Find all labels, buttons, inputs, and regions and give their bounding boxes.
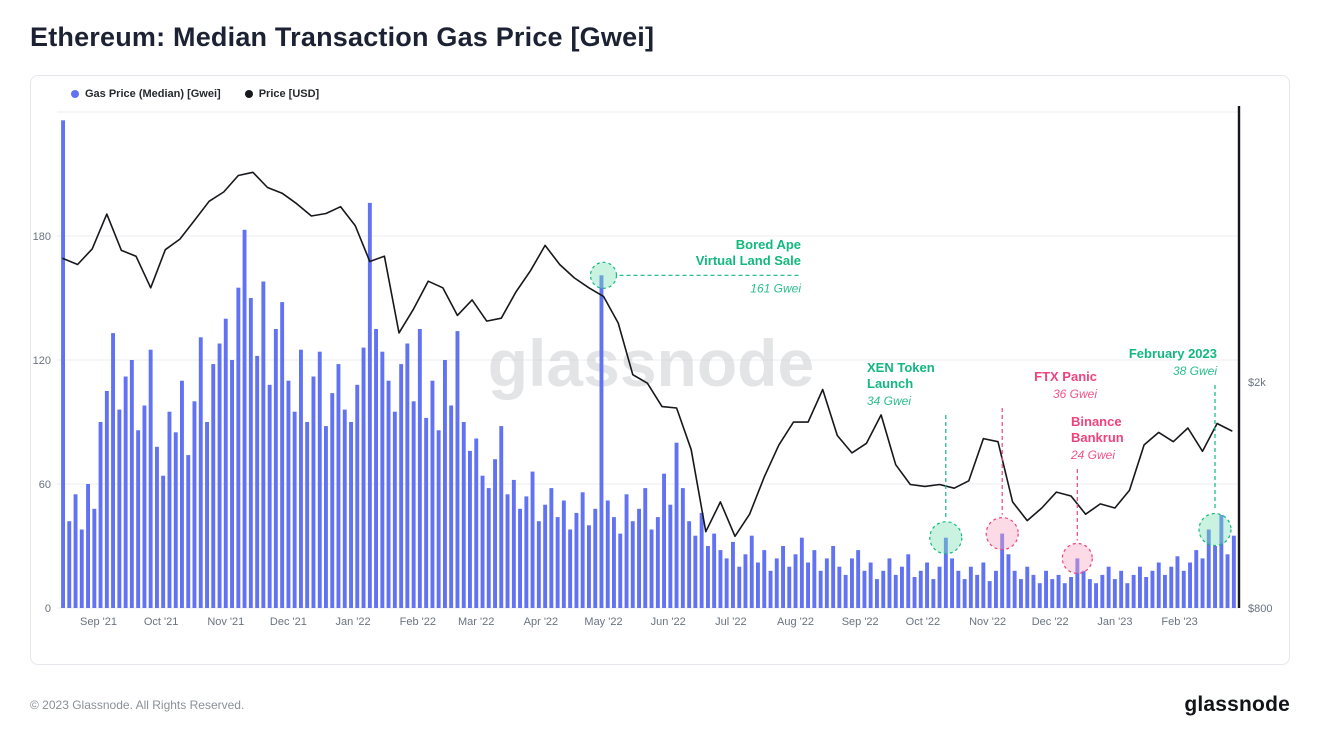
- svg-text:180: 180: [33, 231, 51, 243]
- svg-text:Binance: Binance: [1071, 414, 1122, 429]
- svg-text:60: 60: [39, 479, 51, 491]
- svg-text:FTX Panic: FTX Panic: [1034, 369, 1097, 384]
- svg-text:Nov '22: Nov '22: [969, 616, 1006, 628]
- svg-text:Jun '22: Jun '22: [651, 616, 686, 628]
- legend-dot-gas-icon: [71, 90, 79, 98]
- footer: © 2023 Glassnode. All Rights Reserved. g…: [30, 693, 1290, 717]
- svg-text:Apr '22: Apr '22: [524, 616, 559, 628]
- svg-text:Virtual Land Sale: Virtual Land Sale: [696, 253, 801, 268]
- svg-text:Oct '21: Oct '21: [144, 616, 179, 628]
- legend-item-price-usd[interactable]: Price [USD]: [244, 88, 320, 100]
- chart-card: Gas Price (Median) [Gwei] Price [USD] 0 6…: [30, 75, 1290, 665]
- svg-text:0: 0: [45, 603, 51, 615]
- svg-text:Dec '21: Dec '21: [270, 616, 307, 628]
- svg-text:$2k: $2k: [1248, 377, 1266, 389]
- legend-item-gas-price[interactable]: Gas Price (Median) [Gwei]: [71, 88, 221, 100]
- svg-text:Jul '22: Jul '22: [715, 616, 746, 628]
- svg-text:Bankrun: Bankrun: [1071, 430, 1124, 445]
- svg-text:Sep '22: Sep '22: [842, 616, 879, 628]
- glassnode-wordmark: glassnode: [1184, 693, 1290, 716]
- svg-text:Feb '22: Feb '22: [400, 616, 436, 628]
- svg-text:36 Gwei: 36 Gwei: [1053, 387, 1097, 401]
- legend-dot-price-icon: [244, 90, 253, 98]
- legend: Gas Price (Median) [Gwei] Price [USD]: [71, 88, 319, 100]
- svg-text:Oct '22: Oct '22: [906, 616, 941, 628]
- page-title: Ethereum: Median Transaction Gas Price […: [30, 22, 655, 52]
- legend-label-gas: Gas Price (Median) [Gwei]: [85, 88, 221, 100]
- svg-text:38 Gwei: 38 Gwei: [1173, 364, 1217, 378]
- svg-text:May '22: May '22: [584, 616, 622, 628]
- svg-text:Dec '22: Dec '22: [1032, 616, 1069, 628]
- svg-text:Bored Ape: Bored Ape: [736, 237, 801, 252]
- svg-text:Sep '21: Sep '21: [80, 616, 117, 628]
- svg-text:$800: $800: [1248, 603, 1272, 615]
- copyright-text: © 2023 Glassnode. All Rights Reserved.: [30, 698, 245, 712]
- svg-text:Jan '22: Jan '22: [336, 616, 371, 628]
- svg-text:Launch: Launch: [867, 376, 913, 391]
- svg-text:XEN Token: XEN Token: [867, 360, 935, 375]
- svg-text:24 Gwei: 24 Gwei: [1070, 448, 1115, 462]
- svg-text:120: 120: [33, 355, 51, 367]
- svg-text:Aug '22: Aug '22: [777, 616, 814, 628]
- svg-text:161 Gwei: 161 Gwei: [750, 281, 801, 295]
- svg-text:34 Gwei: 34 Gwei: [867, 394, 911, 408]
- chart-svg[interactable]: 0 60 120 180 Sep '21 Oct '21 Nov '21 Dec '21 Jan…: [31, 76, 1291, 666]
- svg-text:Jan '23: Jan '23: [1097, 616, 1132, 628]
- legend-label-price: Price [USD]: [258, 88, 320, 100]
- svg-text:Nov '21: Nov '21: [207, 616, 244, 628]
- svg-text:February 2023: February 2023: [1129, 346, 1217, 361]
- svg-text:Feb '23: Feb '23: [1161, 616, 1197, 628]
- svg-text:Mar '22: Mar '22: [458, 616, 494, 628]
